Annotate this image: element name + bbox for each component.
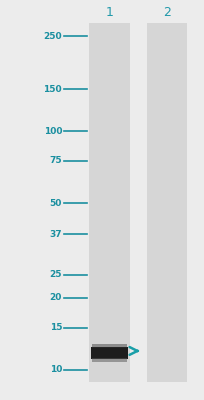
Text: 2: 2 [162,6,170,19]
Bar [91,347,128,359]
Text: 50: 50 [49,198,62,208]
Bar [91,358,127,362]
Text: 37: 37 [49,230,62,239]
Bar [146,22,186,382]
Bar [92,344,126,348]
Text: 25: 25 [49,270,62,279]
Text: 20: 20 [49,294,62,302]
Text: 15: 15 [49,323,62,332]
Text: 100: 100 [43,127,62,136]
Text: 150: 150 [43,85,62,94]
Text: 1: 1 [105,6,113,19]
Text: 75: 75 [49,156,62,166]
Text: 250: 250 [43,32,62,41]
Bar [89,22,129,382]
Text: 10: 10 [49,365,62,374]
